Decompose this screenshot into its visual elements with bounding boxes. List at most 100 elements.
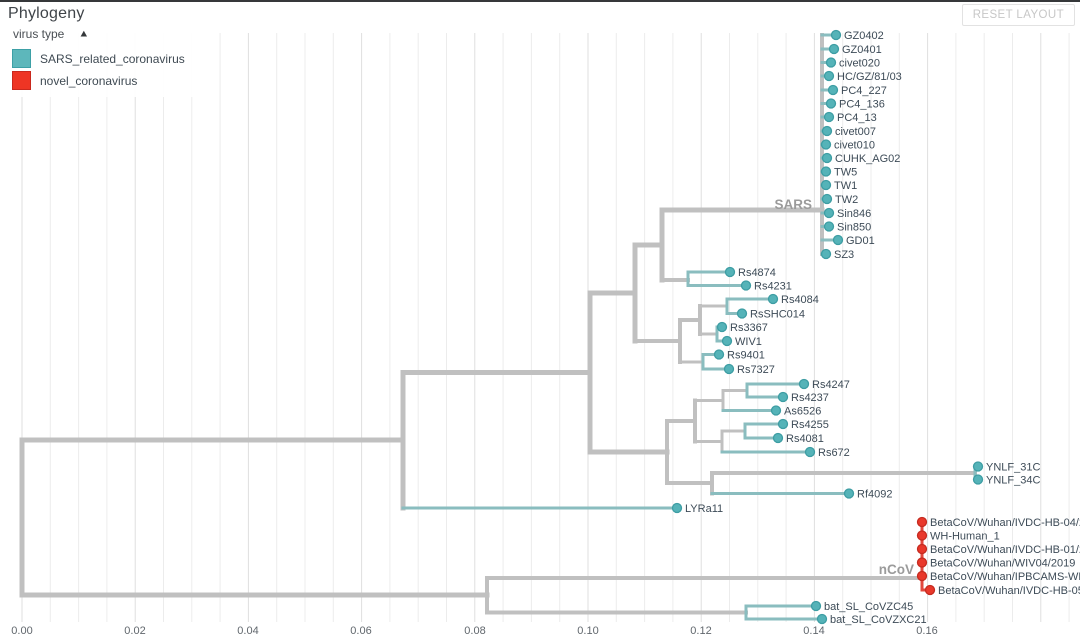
tip-label[interactable]: Sin850 bbox=[837, 222, 871, 234]
tip-label[interactable]: PC4_13 bbox=[837, 112, 877, 124]
axis-tick-label: 0.10 bbox=[577, 625, 598, 637]
tip-label[interactable]: TW5 bbox=[834, 167, 857, 179]
tip-label[interactable]: Rs4237 bbox=[791, 392, 829, 404]
tip-label[interactable]: civet010 bbox=[834, 140, 875, 152]
tip-label[interactable]: Rf4092 bbox=[857, 489, 892, 501]
tip-dot[interactable] bbox=[972, 474, 984, 485]
tip-label[interactable]: GD01 bbox=[846, 235, 875, 247]
tip-dot[interactable] bbox=[972, 461, 984, 472]
tip-label[interactable]: BetaCoV/Wuhan/IVDC-HB-05/2019 bbox=[938, 585, 1080, 597]
axis-tick-label: 0.16 bbox=[916, 625, 937, 637]
tip-dot[interactable] bbox=[924, 584, 936, 596]
tip-dot[interactable] bbox=[820, 248, 832, 260]
tip-label[interactable]: WIV1 bbox=[735, 336, 762, 348]
tip-label[interactable]: bat_SL_CoVZXC21 bbox=[830, 614, 927, 626]
axis-tick-label: 0.12 bbox=[690, 625, 711, 637]
tip-dot[interactable] bbox=[767, 293, 779, 305]
tip-dot[interactable] bbox=[816, 613, 828, 625]
tip-label[interactable]: BetaCoV/Wuhan/IPBCAMS-WH-01/2 bbox=[930, 571, 1080, 583]
tip-label[interactable]: Rs7327 bbox=[737, 364, 775, 376]
tip-dot[interactable] bbox=[821, 193, 833, 205]
tip-dot[interactable] bbox=[736, 308, 748, 319]
tip-dot[interactable] bbox=[723, 363, 735, 375]
window-top-border bbox=[0, 0, 1080, 2]
tip-dot[interactable] bbox=[721, 335, 733, 347]
tip-label[interactable]: Rs4255 bbox=[791, 419, 829, 431]
tip-label[interactable]: Rs3367 bbox=[730, 322, 768, 334]
tip-dot[interactable] bbox=[821, 152, 833, 164]
legend-group-header[interactable]: virus type ▲ bbox=[12, 25, 185, 46]
tip-dot[interactable] bbox=[827, 84, 839, 96]
chevron-up-icon[interactable]: ▲ bbox=[78, 28, 90, 40]
tip-dot[interactable] bbox=[916, 570, 928, 582]
tip-label[interactable]: CUHK_AG02 bbox=[835, 153, 900, 165]
tip-dot[interactable] bbox=[916, 530, 928, 541]
tip-dot[interactable] bbox=[820, 139, 832, 150]
tip-label[interactable]: LYRa11 bbox=[685, 503, 723, 515]
tip-label[interactable]: Rs4247 bbox=[812, 379, 850, 391]
tip-label[interactable]: bat_SL_CoVZC45 bbox=[824, 601, 913, 613]
tip-label[interactable]: PC4_136 bbox=[839, 99, 885, 111]
tip-label[interactable]: TW1 bbox=[834, 180, 857, 192]
reset-layout-button[interactable]: RESET LAYOUT bbox=[961, 4, 1075, 26]
tip-label[interactable]: SZ3 bbox=[834, 249, 854, 261]
tip-dot[interactable] bbox=[828, 43, 840, 55]
tip-label[interactable]: Rs4231 bbox=[754, 281, 792, 293]
tip-dot[interactable] bbox=[713, 349, 725, 360]
tip-label[interactable]: WH-Human_1 bbox=[930, 531, 1000, 543]
tip-label[interactable]: TW2 bbox=[835, 194, 858, 206]
axis-tick-label: 0.14 bbox=[803, 625, 824, 637]
legend-item-ncov[interactable]: novel_coronavirus bbox=[12, 71, 185, 90]
axis-tick-label: 0.04 bbox=[237, 625, 258, 637]
tip-label[interactable]: Rs9401 bbox=[727, 350, 765, 362]
tip-label[interactable]: PC4_227 bbox=[841, 85, 887, 97]
tip-dot[interactable] bbox=[823, 70, 835, 82]
tip-label[interactable]: Rs4084 bbox=[781, 294, 819, 306]
tip-label[interactable]: As6526 bbox=[784, 406, 821, 418]
tip-dot[interactable] bbox=[716, 321, 728, 333]
tip-label[interactable]: BetaCoV/Wuhan/WIV04/2019 bbox=[930, 558, 1075, 570]
tip-dot[interactable] bbox=[820, 179, 832, 191]
tip-dot[interactable] bbox=[777, 391, 789, 403]
tip-label[interactable]: BetaCoV/Wuhan/IVDC-HB-01/2019 bbox=[930, 544, 1080, 556]
tip-dot[interactable] bbox=[820, 166, 832, 177]
tip-dot[interactable] bbox=[810, 600, 822, 612]
axis-tick-label: 0.00 bbox=[11, 625, 32, 637]
tip-dot[interactable] bbox=[740, 280, 752, 291]
tip-dot[interactable] bbox=[832, 234, 844, 246]
tip-dot[interactable] bbox=[825, 57, 837, 68]
tip-label[interactable]: Rs4874 bbox=[738, 267, 776, 279]
tip-label[interactable]: civet020 bbox=[839, 58, 880, 70]
tip-dot[interactable] bbox=[825, 98, 837, 109]
tip-dot[interactable] bbox=[770, 405, 782, 416]
tip-dot[interactable] bbox=[671, 502, 683, 514]
tip-dot[interactable] bbox=[916, 516, 928, 528]
tip-label[interactable]: GZ0401 bbox=[842, 44, 882, 56]
tip-dot[interactable] bbox=[772, 432, 784, 444]
tip-label[interactable]: BetaCoV/Wuhan/IVDC-HB-04/2020 bbox=[930, 517, 1080, 529]
tip-label[interactable]: YNLF_31C bbox=[986, 462, 1040, 474]
tip-label[interactable]: Sin846 bbox=[837, 208, 871, 220]
legend-item-sars[interactable]: SARS_related_coronavirus bbox=[12, 49, 185, 68]
tip-dot[interactable] bbox=[830, 29, 842, 41]
tip-label[interactable]: YNLF_34C bbox=[986, 475, 1040, 487]
tip-dot[interactable] bbox=[804, 446, 816, 458]
tip-dot[interactable] bbox=[916, 557, 928, 568]
tip-dot[interactable] bbox=[823, 111, 835, 123]
tip-dot[interactable] bbox=[777, 418, 789, 430]
tip-dot[interactable] bbox=[798, 378, 810, 390]
tip-label[interactable]: HC/GZ/81/03 bbox=[837, 71, 902, 83]
tip-dot[interactable] bbox=[724, 266, 736, 278]
tip-label[interactable]: Rs672 bbox=[818, 447, 850, 459]
tip-dot[interactable] bbox=[823, 221, 835, 232]
tip-dot[interactable] bbox=[823, 207, 835, 219]
tip-label[interactable]: GZ0402 bbox=[844, 30, 884, 42]
tip-label[interactable]: civet007 bbox=[835, 126, 876, 138]
tip-dot[interactable] bbox=[916, 543, 928, 555]
tip-dot[interactable] bbox=[821, 125, 833, 137]
tip-dot[interactable] bbox=[843, 488, 855, 499]
legend-label-sars: SARS_related_coronavirus bbox=[40, 51, 185, 66]
tip-label[interactable]: RsSHC014 bbox=[750, 309, 805, 321]
tip-label[interactable]: Rs4081 bbox=[786, 433, 824, 445]
